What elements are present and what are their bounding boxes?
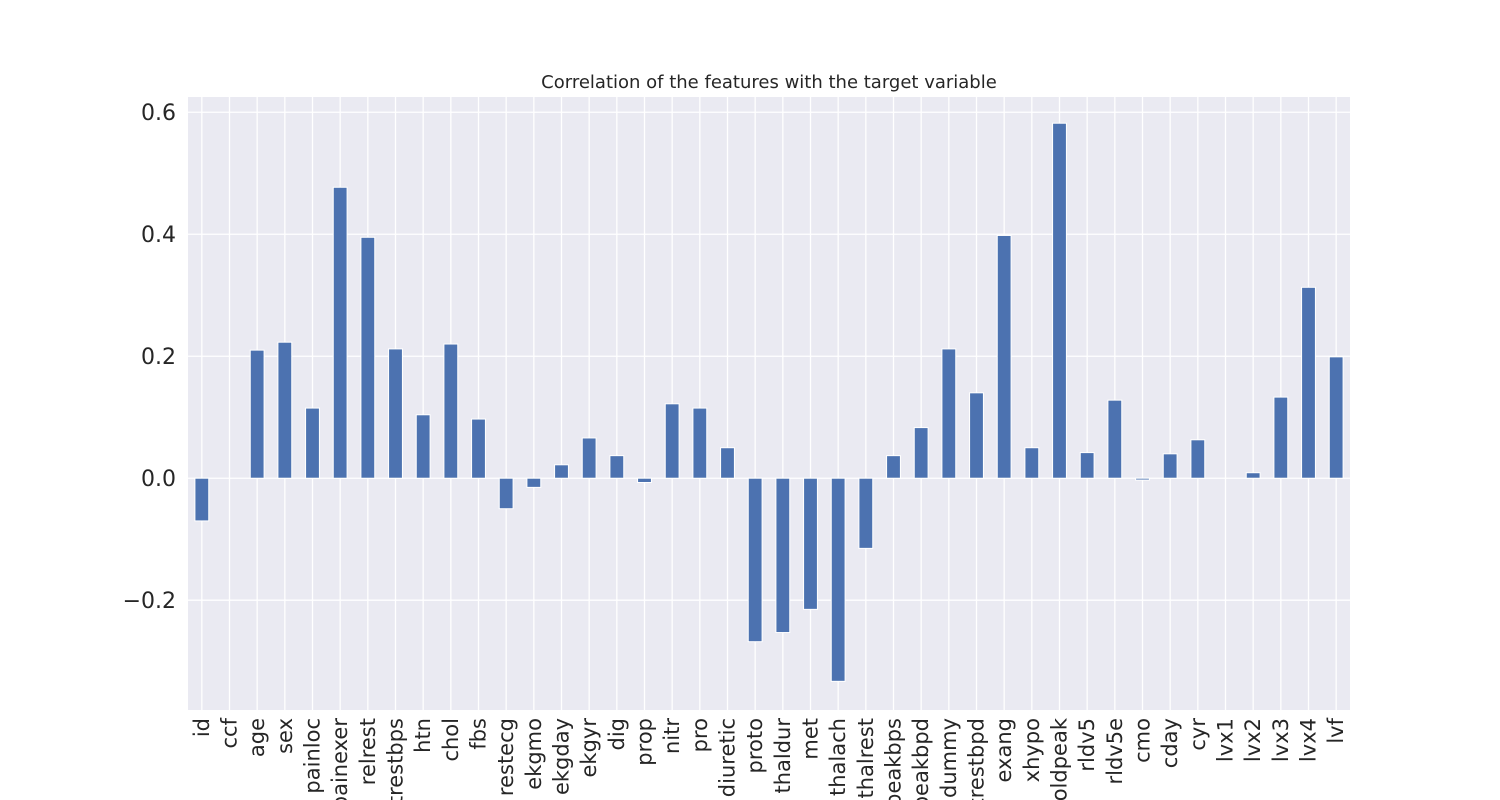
bar-ekgday bbox=[554, 464, 569, 479]
x-tick-label-id: id bbox=[190, 718, 214, 737]
x-tick-label-thalach: thalach bbox=[826, 718, 850, 796]
bar-lvx2 bbox=[1245, 472, 1261, 479]
bar-relrest bbox=[360, 236, 376, 479]
x-tick-label-rldv5e: rldv5e bbox=[1103, 718, 1127, 785]
x-tick-label-restecg: restecg bbox=[494, 718, 518, 796]
bar-ekgmo bbox=[526, 477, 542, 488]
bar-lvf bbox=[1328, 356, 1344, 479]
y-tick-label: 0.0 bbox=[141, 467, 176, 492]
plot-area bbox=[188, 97, 1350, 710]
x-tick-label-sex: sex bbox=[273, 718, 297, 754]
x-tick-label-nitr: nitr bbox=[660, 718, 684, 754]
bar-met bbox=[803, 477, 818, 610]
bar-htn bbox=[415, 414, 431, 479]
y-tick-label: −0.2 bbox=[123, 589, 176, 614]
y-axis-tick-labels: −0.2 0.0 0.2 0.4 0.6 bbox=[123, 101, 176, 614]
chart-title: Correlation of the features with the tar… bbox=[541, 72, 997, 93]
y-tick-label: 0.6 bbox=[141, 101, 176, 126]
x-axis-tick-labels: id ccf age sex painloc painexer relrest trestbp… bbox=[190, 717, 1348, 800]
x-tick-label-thalrest: thalrest bbox=[854, 718, 878, 799]
x-tick-label-ekgyr: ekgyr bbox=[577, 718, 601, 778]
x-tick-label-tpeakbps: tpeakbps bbox=[882, 718, 906, 800]
bar-nitr bbox=[664, 403, 680, 479]
x-tick-label-trestbpd: trestbpd bbox=[965, 718, 989, 800]
x-tick-label-thaldur: thaldur bbox=[771, 718, 795, 794]
x-tick-label-diuretic: diuretic bbox=[716, 718, 740, 797]
x-tick-label-lvx4: lvx4 bbox=[1297, 718, 1321, 762]
bar-dummy bbox=[941, 348, 957, 479]
x-tick-label-age: age bbox=[245, 718, 269, 757]
bar-id bbox=[194, 477, 210, 522]
bar-diuretic bbox=[720, 447, 735, 479]
bar-fbs bbox=[471, 418, 486, 479]
x-tick-label-xhypo: xhypo bbox=[1020, 718, 1044, 782]
x-tick-label-trestbps: trestbps bbox=[384, 718, 408, 800]
x-tick-label-oldpeak: oldpeak bbox=[1048, 717, 1072, 800]
bar-thalach bbox=[830, 477, 846, 682]
bar-trestbps bbox=[388, 348, 403, 479]
bar-cday bbox=[1162, 453, 1178, 479]
bar-trestbpd bbox=[969, 392, 984, 479]
x-tick-label-lvf: lvf bbox=[1324, 717, 1348, 743]
x-tick-label-rldv5: rldv5 bbox=[1075, 718, 1099, 772]
bar-age bbox=[249, 349, 265, 479]
bar-rldv5e bbox=[1107, 399, 1123, 479]
bar-rldv5 bbox=[1079, 452, 1095, 479]
x-tick-label-ekgday: ekgday bbox=[550, 718, 574, 795]
x-tick-label-cyr: cyr bbox=[1186, 718, 1210, 751]
bar-prop bbox=[637, 477, 652, 483]
bars bbox=[194, 122, 1344, 682]
x-tick-label-pro: pro bbox=[688, 718, 712, 752]
bar-xhypo bbox=[1024, 447, 1040, 479]
bar-pro bbox=[692, 407, 708, 479]
x-tick-label-tpeakbpd: tpeakbpd bbox=[909, 718, 933, 800]
bar-chol bbox=[443, 343, 459, 479]
x-tick-label-cmo: cmo bbox=[1131, 718, 1155, 763]
x-tick-label-cday: cday bbox=[1158, 718, 1182, 768]
x-tick-label-ekgmo: ekgmo bbox=[522, 718, 546, 790]
bar-thalrest bbox=[858, 477, 874, 549]
y-tick-label: 0.4 bbox=[141, 223, 176, 248]
x-tick-label-met: met bbox=[799, 718, 823, 760]
bar-proto bbox=[747, 477, 763, 643]
x-tick-label-proto: proto bbox=[743, 718, 767, 773]
x-tick-label-dummy: dummy bbox=[937, 718, 961, 798]
bar-painexer bbox=[332, 186, 348, 479]
bar-tpeakbps bbox=[886, 455, 901, 479]
grid-lines bbox=[188, 97, 1350, 710]
bar-lvx4 bbox=[1301, 286, 1316, 479]
x-tick-label-painexer: painexer bbox=[328, 718, 352, 800]
bar-restecg bbox=[498, 477, 514, 510]
bar-lvx3 bbox=[1273, 396, 1289, 479]
x-tick-label-dig: dig bbox=[605, 718, 629, 751]
x-tick-label-prop: prop bbox=[633, 718, 657, 766]
x-tick-label-relrest: relrest bbox=[356, 718, 380, 785]
x-tick-label-painloc: painloc bbox=[301, 718, 325, 794]
x-tick-label-exang: exang bbox=[992, 718, 1016, 783]
bar-dig bbox=[609, 455, 625, 479]
bar-tpeakbpd bbox=[913, 427, 929, 479]
bar-ekgyr bbox=[581, 437, 597, 479]
bar-painloc bbox=[305, 407, 320, 479]
bar-cmo bbox=[1135, 477, 1150, 481]
bar-sex bbox=[277, 341, 293, 479]
x-tick-label-fbs: fbs bbox=[467, 718, 491, 750]
bar-exang bbox=[996, 234, 1012, 479]
bar-thaldur bbox=[775, 477, 791, 634]
x-tick-label-htn: htn bbox=[411, 718, 435, 753]
x-tick-label-chol: chol bbox=[439, 718, 463, 762]
bar-cyr bbox=[1190, 439, 1206, 479]
x-tick-label-ccf: ccf bbox=[218, 717, 242, 748]
bar-oldpeak bbox=[1052, 122, 1067, 479]
x-tick-label-lvx1: lvx1 bbox=[1214, 718, 1238, 762]
y-tick-label: 0.2 bbox=[141, 345, 176, 370]
x-tick-label-lvx3: lvx3 bbox=[1269, 718, 1293, 762]
x-tick-label-lvx2: lvx2 bbox=[1241, 718, 1265, 762]
